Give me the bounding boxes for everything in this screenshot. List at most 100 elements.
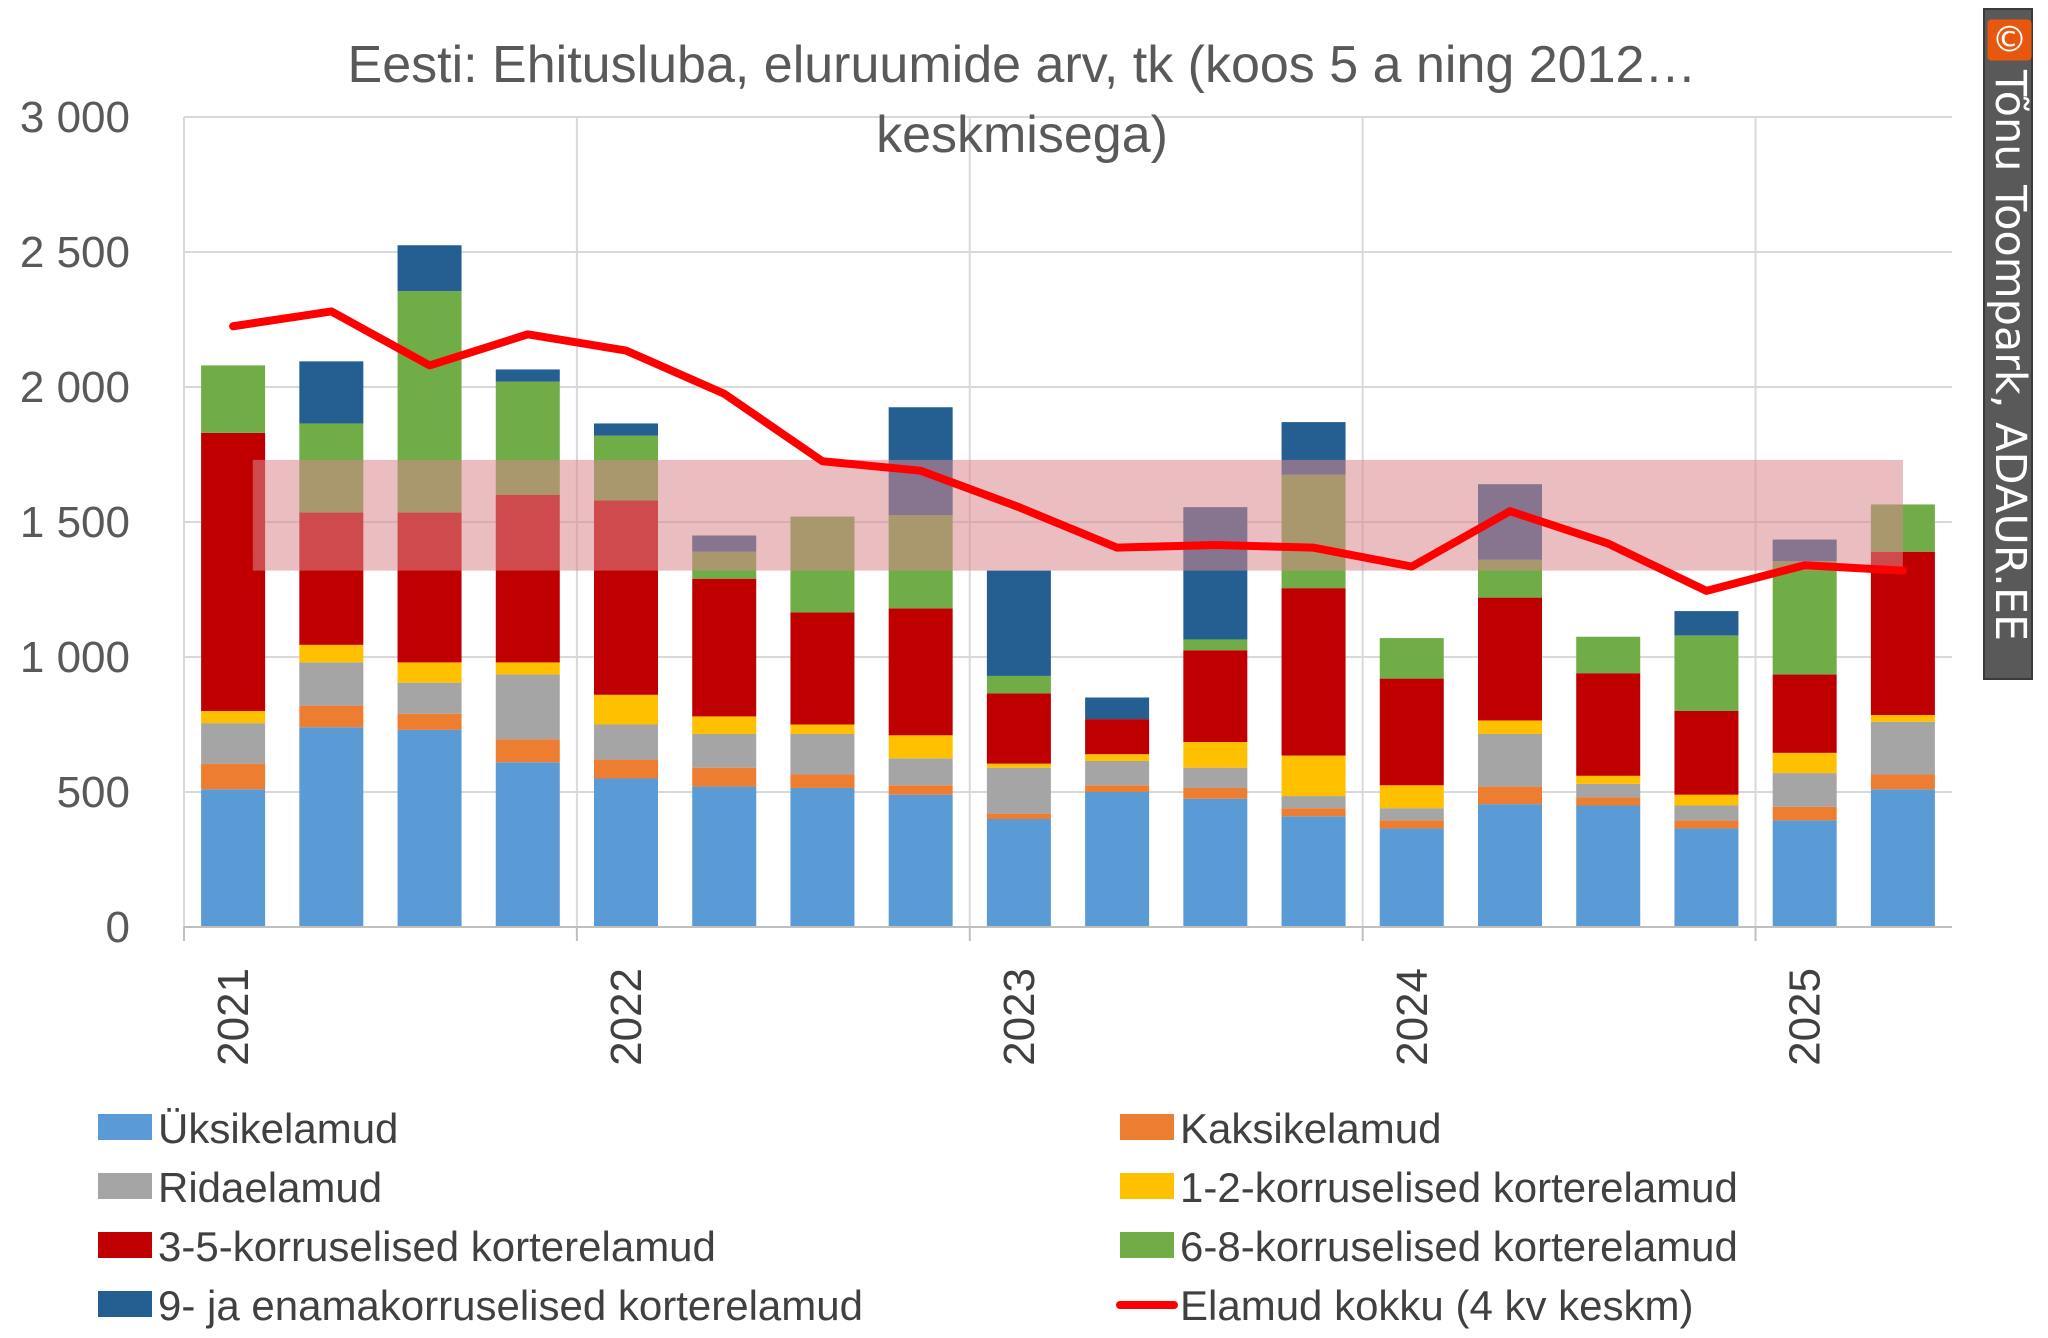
legend-swatch-7 bbox=[98, 1291, 152, 1317]
y-tick-label: 0 bbox=[106, 903, 130, 952]
bar-3-2022-q2 bbox=[692, 733, 757, 768]
bar-2-2023-q2 bbox=[1085, 785, 1150, 792]
bar-4-2023-q1 bbox=[986, 763, 1051, 768]
bar-5-2022-q3 bbox=[790, 612, 855, 725]
bar-6-2023-q3 bbox=[1183, 639, 1248, 651]
bar-7-2021-q3 bbox=[397, 245, 462, 292]
average-band bbox=[252, 459, 1903, 571]
chart-title-line-2: keskmisega) bbox=[876, 106, 1168, 164]
bar-6-2024-q1 bbox=[1379, 638, 1444, 679]
bar-5-2023-q3 bbox=[1183, 650, 1248, 743]
bar-3-2023-q3 bbox=[1183, 767, 1248, 788]
bar-3-2024-q2 bbox=[1478, 733, 1542, 787]
bar-2-2022-q3 bbox=[790, 774, 855, 788]
bar-1-2024-q3 bbox=[1576, 805, 1641, 927]
bar-5-2024-q4 bbox=[1674, 711, 1739, 795]
legend-swatch-5 bbox=[98, 1232, 152, 1258]
legend-label-7: 9- ja enamakorruselised korterelamud bbox=[158, 1282, 863, 1329]
bar-3-2022-q4 bbox=[888, 758, 953, 786]
bar-3-2021-q3 bbox=[397, 682, 462, 714]
bar-4-2021-q1 bbox=[201, 711, 266, 724]
bar-2-2024-q2 bbox=[1478, 786, 1542, 805]
bar-2-2021-q1 bbox=[201, 763, 266, 790]
bar-4-2022-q4 bbox=[888, 735, 953, 759]
chart-title-line-1: Eesti: Ehitusluba, eluruumide arv, tk (k… bbox=[348, 36, 1697, 94]
bar-5-2022-q4 bbox=[888, 608, 953, 736]
bar-4-2022-q1 bbox=[594, 694, 658, 725]
bar-3-2022-q1 bbox=[594, 724, 658, 760]
bar-3-2023-q4 bbox=[1281, 796, 1346, 809]
bar-4-2024-q2 bbox=[1478, 720, 1542, 734]
bar-7-2022-q1 bbox=[594, 423, 658, 436]
bar-5-2025-q2 bbox=[1870, 551, 1935, 716]
legend-label-2: Kaksikelamud bbox=[1180, 1105, 1441, 1152]
bar-1-2023-q1 bbox=[986, 819, 1051, 927]
x-year-label: 2023 bbox=[995, 968, 1044, 1066]
bar-6-2024-q3 bbox=[1576, 636, 1641, 674]
bar-3-2021-q4 bbox=[495, 674, 560, 740]
bar-3-2024-q3 bbox=[1576, 783, 1641, 798]
bar-3-2025-q1 bbox=[1772, 773, 1837, 807]
bar-7-2021-q4 bbox=[495, 369, 560, 382]
bar-4-2025-q1 bbox=[1772, 752, 1837, 774]
x-year-label: 2022 bbox=[602, 968, 651, 1066]
chart: 0 500 1 000 1 500 2 000 2 500 3 000 2021 2022 202… bbox=[20, 36, 1952, 1329]
bar-2-2024-q4 bbox=[1674, 820, 1739, 829]
bar-1-2021-q4 bbox=[495, 762, 560, 927]
bar-4-2024-q4 bbox=[1674, 794, 1739, 806]
bar-4-2021-q2 bbox=[299, 644, 364, 663]
bar-4-2024-q3 bbox=[1576, 775, 1641, 784]
bar-2-2024-q3 bbox=[1576, 797, 1641, 806]
bar-1-2025-q2 bbox=[1870, 789, 1935, 927]
bar-1-2021-q2 bbox=[299, 727, 364, 927]
bar-1-2022-q4 bbox=[888, 794, 953, 927]
bar-2-2023-q1 bbox=[986, 813, 1051, 819]
bar-3-2021-q2 bbox=[299, 662, 364, 706]
bar-1-2023-q3 bbox=[1183, 798, 1248, 927]
bar-1-2024-q1 bbox=[1379, 828, 1444, 927]
legend-label-5: 3-5-korruselised korterelamud bbox=[158, 1223, 716, 1270]
bar-2-2021-q4 bbox=[495, 739, 560, 763]
watermark-text: © Tõnu Toompark, ADAUR.EE bbox=[1985, 10, 2035, 682]
y-tick-label: 3 000 bbox=[20, 93, 130, 142]
bar-3-2022-q3 bbox=[790, 733, 855, 775]
bar-2-2022-q4 bbox=[888, 785, 953, 795]
bar-2-2021-q2 bbox=[299, 705, 364, 728]
bar-1-2021-q3 bbox=[397, 729, 462, 927]
bar-3-2025-q2 bbox=[1870, 721, 1935, 775]
bar-5-2024-q1 bbox=[1379, 678, 1444, 786]
x-year-label: 2024 bbox=[1388, 968, 1437, 1066]
watermark-label: Tõnu Toompark, ADAUR.EE bbox=[1985, 70, 2035, 642]
legend-swatch-6 bbox=[1120, 1232, 1174, 1258]
bar-4-2022-q3 bbox=[790, 724, 855, 734]
bar-1-2023-q2 bbox=[1085, 792, 1150, 927]
legend-label-1: Üksikelamud bbox=[158, 1105, 398, 1152]
bar-6-2024-q4 bbox=[1674, 635, 1739, 711]
bar-2-2025-q2 bbox=[1870, 774, 1935, 790]
bar-5-2022-q2 bbox=[692, 578, 757, 717]
bar-6-2021-q1 bbox=[201, 365, 266, 433]
bar-2-2024-q1 bbox=[1379, 820, 1444, 829]
bar-3-2023-q1 bbox=[986, 767, 1051, 814]
legend-swatch-3 bbox=[98, 1173, 152, 1199]
bar-3-2023-q2 bbox=[1085, 760, 1150, 786]
watermark: © Tõnu Toompark, ADAUR.EE bbox=[1983, 8, 2035, 682]
legend-swatch-1 bbox=[98, 1114, 152, 1140]
bar-4-2021-q4 bbox=[495, 662, 560, 675]
bar-1-2022-q1 bbox=[594, 778, 658, 927]
legend-label-6: 6-8-korruselised korterelamud bbox=[1180, 1223, 1738, 1270]
bar-1-2021-q1 bbox=[201, 789, 266, 927]
legend-label-4: 1-2-korruselised korterelamud bbox=[1180, 1164, 1738, 1211]
legend-label-3: Ridaelamud bbox=[158, 1164, 382, 1211]
bar-3-2024-q1 bbox=[1379, 808, 1444, 821]
bar-5-2023-q4 bbox=[1281, 588, 1346, 756]
y-tick-label: 500 bbox=[57, 768, 130, 817]
bar-4-2024-q1 bbox=[1379, 785, 1444, 809]
bar-1-2025-q1 bbox=[1772, 820, 1837, 927]
bar-4-2021-q3 bbox=[397, 662, 462, 683]
bar-4-2025-q2 bbox=[1870, 715, 1935, 722]
bar-2-2022-q1 bbox=[594, 759, 658, 779]
bar-6-2025-q1 bbox=[1772, 561, 1837, 675]
x-year-label: 2025 bbox=[1781, 968, 1830, 1066]
bar-1-2022-q2 bbox=[692, 786, 757, 927]
